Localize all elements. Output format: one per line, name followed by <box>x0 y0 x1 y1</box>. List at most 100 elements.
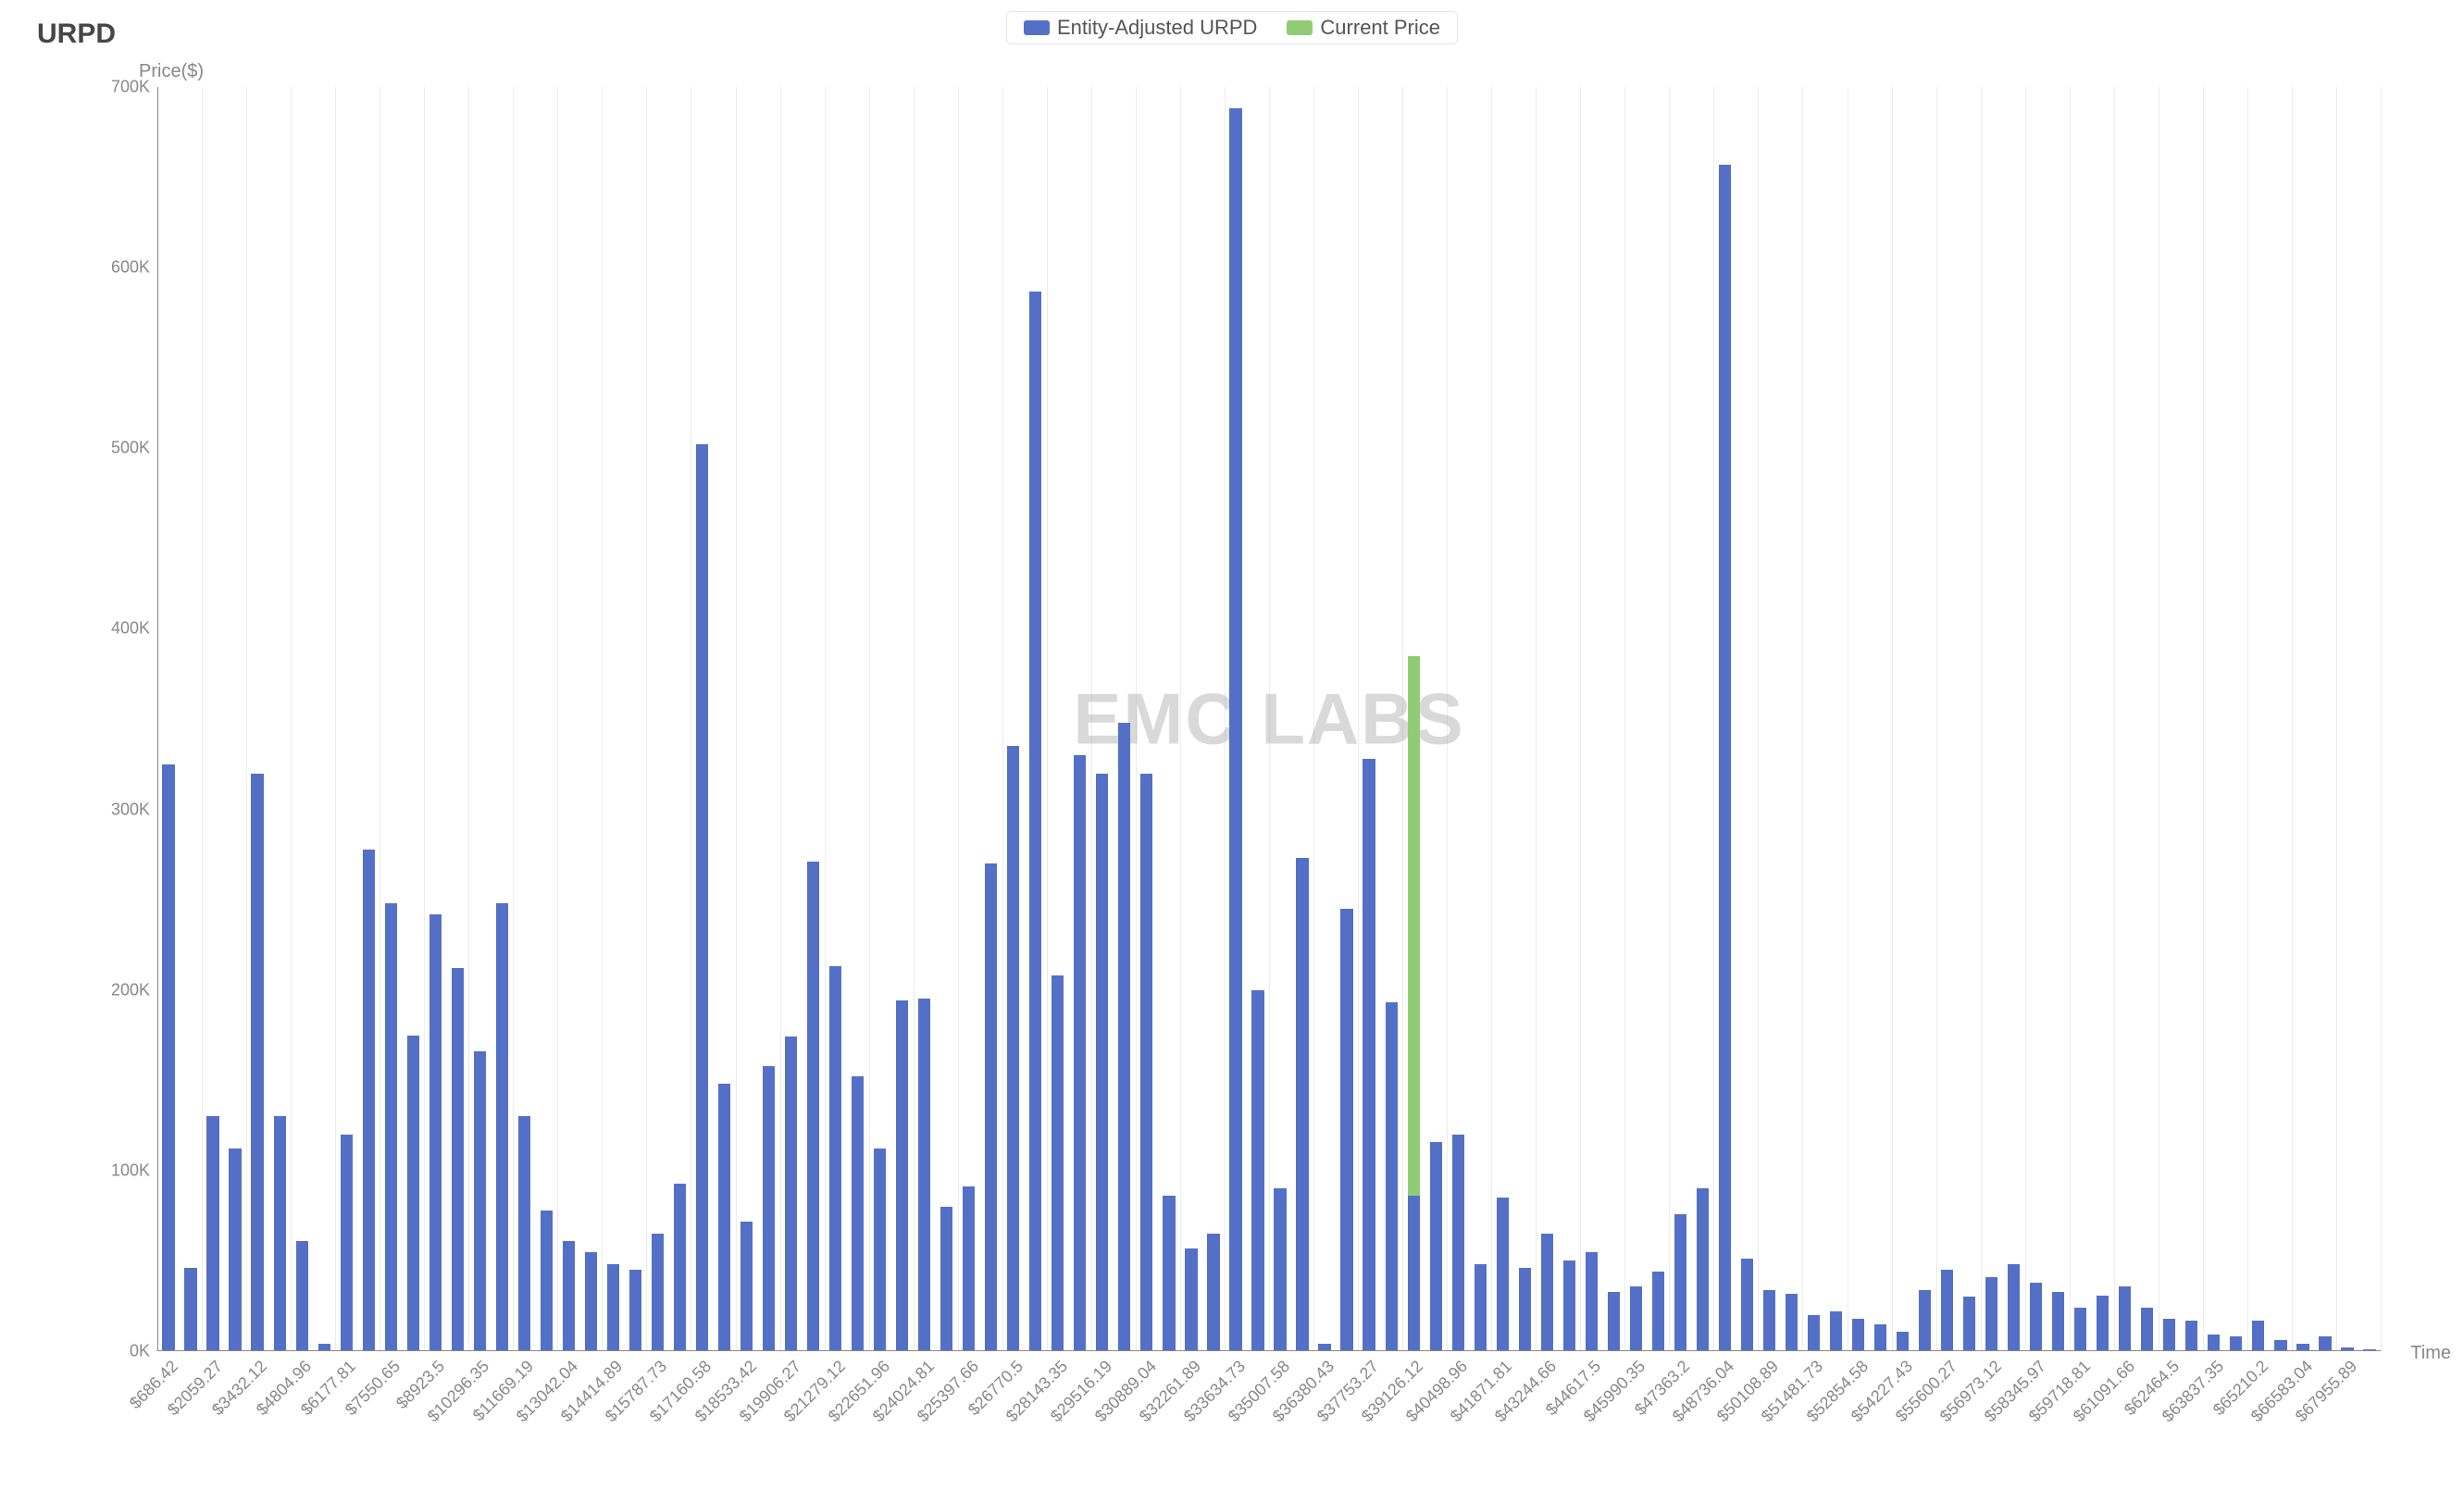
bar[interactable] <box>852 1076 864 1351</box>
bar[interactable] <box>541 1211 553 1351</box>
bar[interactable] <box>607 1264 619 1351</box>
bar[interactable] <box>429 914 442 1351</box>
bar[interactable] <box>274 1116 286 1351</box>
bar[interactable] <box>2208 1335 2220 1351</box>
bar[interactable] <box>1251 990 1263 1351</box>
chart-title: URPD <box>37 19 116 50</box>
bar[interactable] <box>1074 755 1086 1351</box>
bar[interactable] <box>1475 1264 1487 1351</box>
bar[interactable] <box>363 850 375 1351</box>
bar[interactable] <box>1786 1294 1798 1351</box>
bar[interactable] <box>740 1222 753 1352</box>
bar[interactable] <box>896 1000 908 1351</box>
bar[interactable] <box>407 1036 419 1352</box>
bar[interactable] <box>2097 1296 2109 1351</box>
gridline <box>2381 87 2382 1351</box>
bar[interactable] <box>1630 1286 1642 1351</box>
bar[interactable] <box>652 1234 664 1351</box>
bar[interactable] <box>1096 774 1108 1351</box>
bar[interactable] <box>518 1116 530 1351</box>
bar[interactable] <box>1363 759 1375 1351</box>
bar[interactable] <box>1563 1260 1575 1351</box>
bar[interactable] <box>629 1270 641 1351</box>
bar[interactable] <box>1229 108 1241 1351</box>
bar[interactable] <box>1697 1188 1709 1351</box>
bar[interactable] <box>940 1207 952 1351</box>
bar[interactable] <box>1029 292 1041 1351</box>
bar[interactable] <box>2074 1308 2086 1351</box>
bar[interactable] <box>1541 1234 1553 1351</box>
bar[interactable] <box>1519 1268 1531 1351</box>
bar[interactable] <box>1741 1259 1753 1351</box>
bar[interactable] <box>1386 1002 1398 1351</box>
bar[interactable] <box>385 903 397 1351</box>
bar[interactable] <box>1274 1188 1286 1351</box>
bar[interactable] <box>2008 1264 2020 1351</box>
bar[interactable] <box>1340 909 1352 1351</box>
legend-item-1[interactable]: Current Price <box>1287 16 1440 40</box>
bar[interactable] <box>1808 1315 1820 1351</box>
bar[interactable] <box>1874 1324 1886 1351</box>
bar[interactable] <box>206 1116 218 1351</box>
bar[interactable] <box>785 1037 797 1351</box>
bar[interactable] <box>718 1084 730 1351</box>
bar[interactable] <box>452 968 464 1351</box>
bar[interactable] <box>674 1184 686 1351</box>
bar[interactable] <box>1674 1214 1686 1351</box>
bar[interactable] <box>184 1268 196 1351</box>
bar[interactable] <box>2052 1292 2064 1351</box>
bar[interactable] <box>2230 1336 2242 1351</box>
bar[interactable] <box>251 774 263 1351</box>
current-price-bar[interactable] <box>1408 656 1420 1196</box>
y-tick-label: 600K <box>111 258 157 278</box>
bar[interactable] <box>1430 1142 1442 1351</box>
bar[interactable] <box>1185 1248 1197 1351</box>
bar[interactable] <box>829 966 841 1351</box>
bar[interactable] <box>1007 746 1019 1351</box>
bar[interactable] <box>1897 1332 1909 1351</box>
bar[interactable] <box>963 1186 975 1351</box>
bar[interactable] <box>563 1241 575 1351</box>
bar[interactable] <box>874 1149 886 1351</box>
bar[interactable] <box>1941 1270 1953 1351</box>
bar[interactable] <box>1586 1252 1598 1351</box>
bar[interactable] <box>1830 1311 1842 1351</box>
bar[interactable] <box>1052 975 1064 1351</box>
bar[interactable] <box>1296 858 1308 1351</box>
bar[interactable] <box>1919 1290 1931 1351</box>
bar[interactable] <box>2319 1336 2331 1351</box>
legend-item-0[interactable]: Entity-Adjusted URPD <box>1024 16 1257 40</box>
bar[interactable] <box>1118 723 1130 1351</box>
bar[interactable] <box>2030 1283 2042 1351</box>
bar[interactable] <box>1763 1290 1775 1351</box>
bar[interactable] <box>1719 165 1731 1351</box>
bar[interactable] <box>496 903 508 1351</box>
bar[interactable] <box>2163 1319 2175 1351</box>
bar[interactable] <box>2119 1286 2131 1351</box>
bar[interactable] <box>1497 1198 1509 1351</box>
bar[interactable] <box>585 1252 597 1351</box>
bar[interactable] <box>1985 1277 1997 1351</box>
bar[interactable] <box>162 764 174 1351</box>
bar[interactable] <box>1452 1135 1464 1351</box>
bar[interactable] <box>918 999 930 1351</box>
bar[interactable] <box>1408 1196 1420 1351</box>
bar[interactable] <box>229 1149 241 1351</box>
bar[interactable] <box>2141 1308 2153 1351</box>
bar[interactable] <box>1652 1272 1664 1351</box>
bar[interactable] <box>807 862 819 1351</box>
bar[interactable] <box>985 863 997 1351</box>
bar[interactable] <box>1140 774 1152 1351</box>
bar[interactable] <box>341 1135 353 1351</box>
bar[interactable] <box>474 1051 486 1351</box>
bar[interactable] <box>2185 1321 2197 1351</box>
bar[interactable] <box>1963 1297 1975 1351</box>
bar[interactable] <box>296 1241 308 1351</box>
bar[interactable] <box>763 1066 775 1351</box>
bar[interactable] <box>1207 1234 1219 1351</box>
bar[interactable] <box>696 444 708 1351</box>
bar[interactable] <box>1163 1196 1175 1351</box>
bar[interactable] <box>1608 1292 1620 1351</box>
bar[interactable] <box>2252 1321 2264 1351</box>
bar[interactable] <box>1852 1319 1864 1351</box>
